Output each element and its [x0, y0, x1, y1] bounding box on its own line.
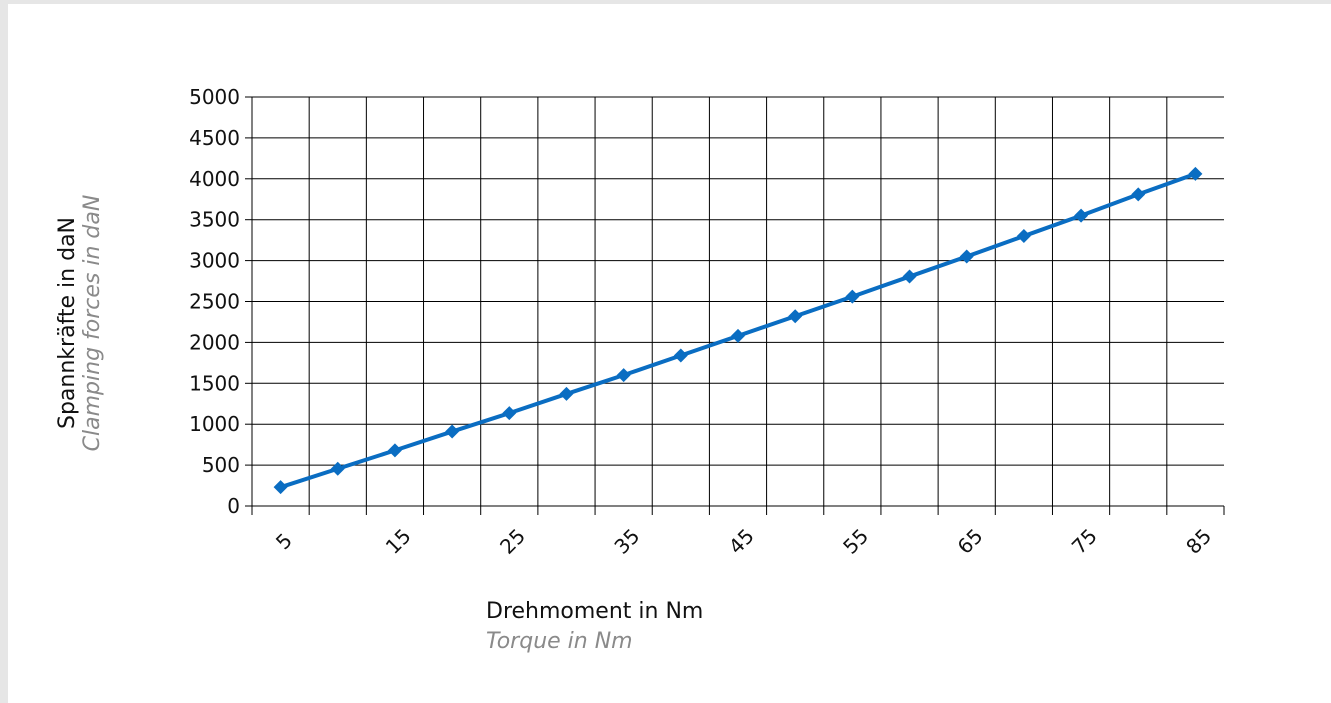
series-group [273, 166, 1203, 495]
y-axis-label: Spannkräfte in daN [55, 217, 80, 429]
data-point-marker [273, 480, 288, 495]
x-tick-labels: 5 15 25 35 45 55 65 75 85 [271, 524, 1216, 559]
x-tick-label: 45 [724, 524, 759, 559]
data-point-marker [330, 461, 345, 476]
x-tick-label: 85 [1181, 524, 1216, 559]
x-tick-label: 35 [609, 524, 644, 559]
chart-svg: 0 500 1000 1500 2000 2500 3000 3500 4000 4500 5000… [55, 85, 1225, 654]
chart-panel: 0 500 1000 1500 2000 2500 3000 3500 4000 4500 5000… [8, 4, 1331, 703]
data-point-marker [845, 289, 860, 304]
y-axis-sublabel: Clamping forces in daN [80, 195, 105, 452]
data-point-marker [387, 443, 402, 458]
x-axis-label: Drehmoment in Nm [486, 599, 703, 624]
y-tick-labels: 0 500 1000 1500 2000 2500 3000 3500 4000 4500 5000 [189, 85, 240, 518]
x-tick-label: 55 [838, 524, 873, 559]
data-point-marker [616, 368, 631, 383]
data-point-marker [445, 424, 460, 439]
data-point-marker [959, 249, 974, 264]
data-point-marker [502, 406, 517, 421]
y-tick-label: 0 [227, 494, 240, 518]
y-tick-label: 4500 [189, 126, 240, 150]
y-tick-label: 500 [202, 453, 240, 477]
data-point-marker [559, 386, 574, 401]
x-tick-label: 25 [495, 524, 530, 559]
y-tick-label: 4000 [189, 167, 240, 191]
x-tick-label: 15 [381, 524, 416, 559]
axes [245, 96, 1225, 515]
gridlines [252, 96, 1224, 506]
data-point-marker [673, 348, 688, 363]
x-tick-label: 5 [271, 528, 297, 554]
data-point-marker [1131, 187, 1146, 202]
data-point-marker [1074, 208, 1089, 223]
x-tick-label: 75 [1067, 524, 1102, 559]
y-tick-label: 1500 [189, 371, 240, 395]
y-tick-label: 2500 [189, 290, 240, 314]
data-point-marker [1188, 166, 1203, 181]
x-axis-sublabel: Torque in Nm [486, 629, 633, 654]
data-point-marker [731, 328, 745, 343]
y-tick-label: 3000 [189, 249, 240, 273]
y-tick-label: 2000 [189, 330, 240, 354]
data-point-marker [902, 269, 917, 284]
x-tick-label: 65 [953, 524, 988, 559]
y-tick-label: 1000 [189, 412, 240, 436]
y-tick-label: 5000 [189, 85, 240, 109]
y-tick-label: 3500 [189, 208, 240, 232]
data-point-marker [788, 309, 803, 324]
data-point-marker [1016, 229, 1031, 244]
